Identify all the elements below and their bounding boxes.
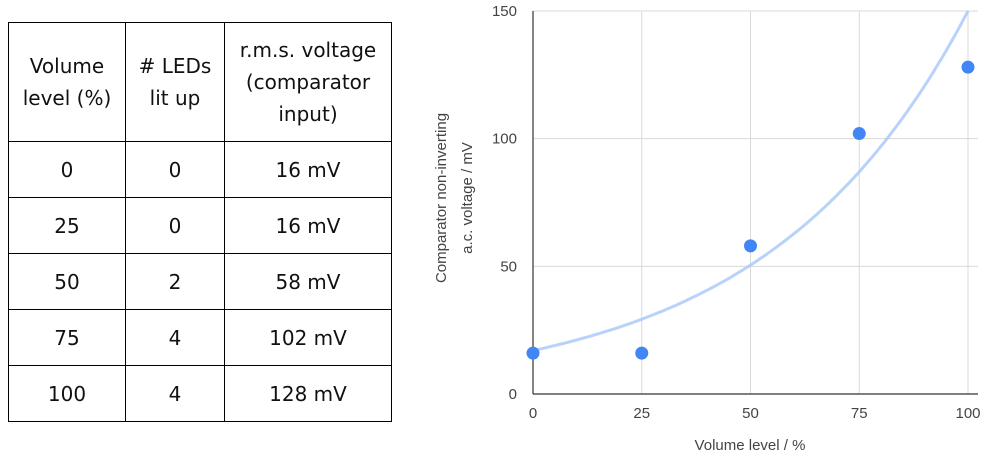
data-table: Volume level (%) # LEDs lit up r.m.s. vo… [8, 22, 392, 422]
header-text: # LEDs [138, 54, 212, 78]
data-point [852, 127, 866, 141]
header-text: Volume [29, 54, 105, 78]
scatter-chart: 0 25 50 75 100 0 50 100 150 Volume level / % Com… [433, 3, 981, 454]
axes [532, 11, 978, 395]
x-tick-label: 0 [529, 405, 537, 422]
table-row: 0 0 16 mV [8, 141, 392, 198]
header-text: input) [278, 102, 338, 126]
cell-leds: 4 [125, 309, 225, 366]
cell-voltage: 128 mV [224, 365, 392, 422]
cell-volume: 25 [8, 197, 126, 254]
cell-leds: 0 [125, 141, 225, 198]
trendline [532, 10, 970, 353]
header-text: level (%) [22, 86, 112, 110]
cell-volume: 0 [8, 141, 126, 198]
cell-voltage: 58 mV [224, 253, 392, 310]
x-tick-label: 100 [955, 405, 980, 422]
cell-leds: 4 [125, 365, 225, 422]
x-axis-title: Volume level / % [695, 437, 806, 454]
cell-volume: 100 [8, 365, 126, 422]
y-tick-label: 150 [492, 3, 517, 20]
y-axis-title: Comparator non-inverting a.c. voltage / … [433, 113, 476, 283]
header-leds-lit: # LEDs lit up [125, 22, 225, 142]
grid-lines [533, 10, 978, 394]
y-axis-title-line: a.c. voltage / mV [459, 142, 476, 254]
header-volume-level: Volume level (%) [8, 22, 126, 142]
table-row: 75 4 102 mV [8, 309, 392, 366]
x-tick-label: 25 [633, 405, 650, 422]
cell-voltage: 16 mV [224, 141, 392, 198]
header-text: r.m.s. voltage [239, 38, 377, 62]
y-tick-label: 100 [492, 131, 517, 148]
trendline-layer [532, 10, 970, 353]
data-point [744, 239, 757, 253]
cell-volume: 50 [8, 253, 126, 310]
data-point [526, 346, 540, 360]
data-points [526, 60, 975, 360]
y-axis-title-line: Comparator non-inverting [433, 113, 450, 283]
y-tick-label: 0 [509, 386, 517, 403]
table-header-row: Volume level (%) # LEDs lit up r.m.s. vo… [8, 22, 392, 142]
header-text: lit up [149, 86, 201, 110]
data-point [635, 346, 649, 360]
table-row: 50 2 58 mV [8, 253, 392, 310]
tick-labels: 0 25 50 75 100 0 50 100 150 [492, 3, 981, 422]
y-tick-label: 50 [500, 258, 517, 275]
cell-leds: 2 [125, 253, 225, 310]
cell-voltage: 102 mV [224, 309, 392, 366]
table-row: 100 4 128 mV [8, 365, 392, 422]
x-tick-label: 75 [851, 405, 868, 422]
cell-volume: 75 [8, 309, 126, 366]
header-text: (comparator [245, 70, 371, 94]
header-rms-voltage: r.m.s. voltage (comparator input) [224, 22, 392, 142]
x-tick-label: 50 [742, 405, 759, 422]
cell-voltage: 16 mV [224, 197, 392, 254]
cell-leds: 0 [125, 197, 225, 254]
table-row: 25 0 16 mV [8, 197, 392, 254]
data-point [961, 60, 975, 74]
